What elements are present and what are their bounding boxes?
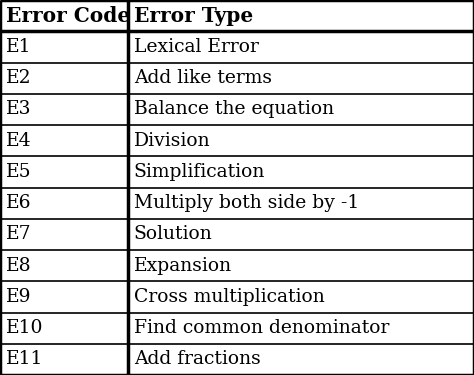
Text: Add like terms: Add like terms bbox=[134, 69, 272, 87]
Text: Add fractions: Add fractions bbox=[134, 350, 260, 368]
Text: E9: E9 bbox=[6, 288, 31, 306]
Text: E11: E11 bbox=[6, 350, 43, 368]
Text: E8: E8 bbox=[6, 256, 31, 274]
Text: Simplification: Simplification bbox=[134, 163, 265, 181]
Text: Cross multiplication: Cross multiplication bbox=[134, 288, 324, 306]
Text: Find common denominator: Find common denominator bbox=[134, 319, 389, 337]
Text: Division: Division bbox=[134, 132, 210, 150]
Text: Expansion: Expansion bbox=[134, 256, 232, 274]
Text: Balance the equation: Balance the equation bbox=[134, 100, 334, 118]
Text: Solution: Solution bbox=[134, 225, 212, 243]
Text: E3: E3 bbox=[6, 100, 31, 118]
Text: E10: E10 bbox=[6, 319, 43, 337]
Text: E6: E6 bbox=[6, 194, 31, 212]
Text: Lexical Error: Lexical Error bbox=[134, 38, 258, 56]
Text: Error Code: Error Code bbox=[6, 6, 130, 26]
Text: E2: E2 bbox=[6, 69, 31, 87]
Text: Multiply both side by -1: Multiply both side by -1 bbox=[134, 194, 359, 212]
Text: E1: E1 bbox=[6, 38, 31, 56]
Text: E5: E5 bbox=[6, 163, 31, 181]
Text: E4: E4 bbox=[6, 132, 31, 150]
Text: Error Type: Error Type bbox=[134, 6, 253, 26]
Text: E7: E7 bbox=[6, 225, 31, 243]
